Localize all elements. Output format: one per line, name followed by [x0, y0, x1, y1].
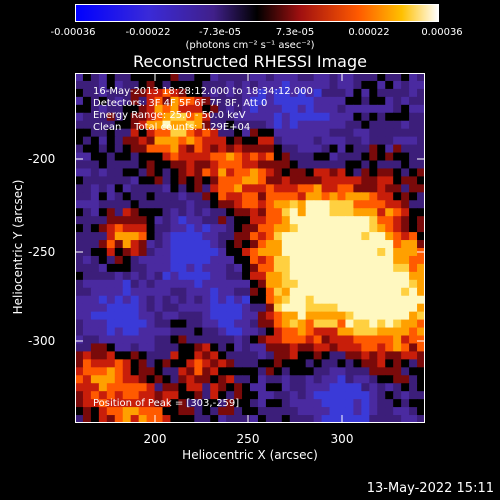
- plot-title: Reconstructed RHESSI Image: [133, 52, 367, 71]
- y-tick-label: -200: [28, 152, 56, 166]
- y-axis-label: Heliocentric Y (arcsec): [11, 179, 25, 315]
- colorbar-tick-label: -0.00036: [50, 27, 96, 38]
- colorbar-tick-label: 7.3e-05: [275, 27, 315, 38]
- x-tick-label: 200: [143, 432, 167, 446]
- x-tick-label: 250: [236, 432, 260, 446]
- detectors-annotation: Detectors: 3F 4F 5F 6F 7F 8F, Att 0: [93, 98, 268, 109]
- time-range-annotation: 16-May-2013 18:28:12.000 to 18:34:12.000: [93, 86, 313, 97]
- footer-timestamp: 13-May-2022 15:11: [366, 481, 494, 496]
- colorbar-gradient: [76, 5, 438, 21]
- colorbar: [75, 4, 439, 22]
- clean-counts-annotation: Clean Total counts: 1.29E+04: [93, 122, 251, 133]
- rhessi-image: 16-May-2013 18:28:12.000 to 18:34:12.000…: [75, 73, 425, 423]
- rhessi-image-canvas: [75, 73, 425, 423]
- peak-position-annotation: Position of Peak = [303,-259]: [93, 398, 240, 409]
- x-axis-label: Heliocentric X (arcsec): [182, 448, 318, 462]
- energy-range-annotation: Energy Range: 25.0 - 50.0 keV: [93, 110, 246, 121]
- colorbar-units: (photons cm⁻² s⁻¹ asec⁻²): [185, 40, 315, 51]
- x-tick-label: 300: [330, 432, 354, 446]
- y-tick-label: -250: [28, 245, 56, 259]
- colorbar-tick-label: -0.00022: [125, 27, 171, 38]
- colorbar-tick-label: -7.3e-05: [199, 27, 241, 38]
- colorbar-tick-label: 0.00022: [348, 27, 390, 38]
- colorbar-tick-label: 0.00036: [421, 27, 463, 38]
- y-tick-label: -300: [28, 334, 56, 348]
